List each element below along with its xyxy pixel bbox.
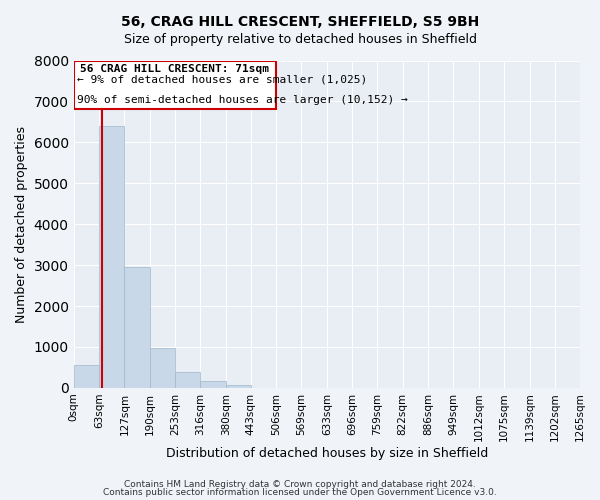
Text: Contains HM Land Registry data © Crown copyright and database right 2024.: Contains HM Land Registry data © Crown c… [124,480,476,489]
Bar [74,60,276,109]
Text: 90% of semi-detached houses are larger (10,152) →: 90% of semi-detached houses are larger (… [77,95,407,105]
Y-axis label: Number of detached properties: Number of detached properties [15,126,28,322]
Text: Contains public sector information licensed under the Open Government Licence v3: Contains public sector information licen… [103,488,497,497]
Bar [124,267,149,388]
Text: ← 9% of detached houses are smaller (1,025): ← 9% of detached houses are smaller (1,0… [77,74,367,85]
Bar [226,384,251,388]
Bar [175,372,200,388]
Text: 56, CRAG HILL CRESCENT, SHEFFIELD, S5 9BH: 56, CRAG HILL CRESCENT, SHEFFIELD, S5 9B… [121,15,479,29]
Bar [200,380,226,388]
Bar [149,348,175,388]
Bar [99,126,124,388]
Text: 56 CRAG HILL CRESCENT: 71sqm: 56 CRAG HILL CRESCENT: 71sqm [80,64,269,74]
Text: Size of property relative to detached houses in Sheffield: Size of property relative to detached ho… [124,32,476,46]
X-axis label: Distribution of detached houses by size in Sheffield: Distribution of detached houses by size … [166,447,488,460]
Bar [74,366,99,388]
